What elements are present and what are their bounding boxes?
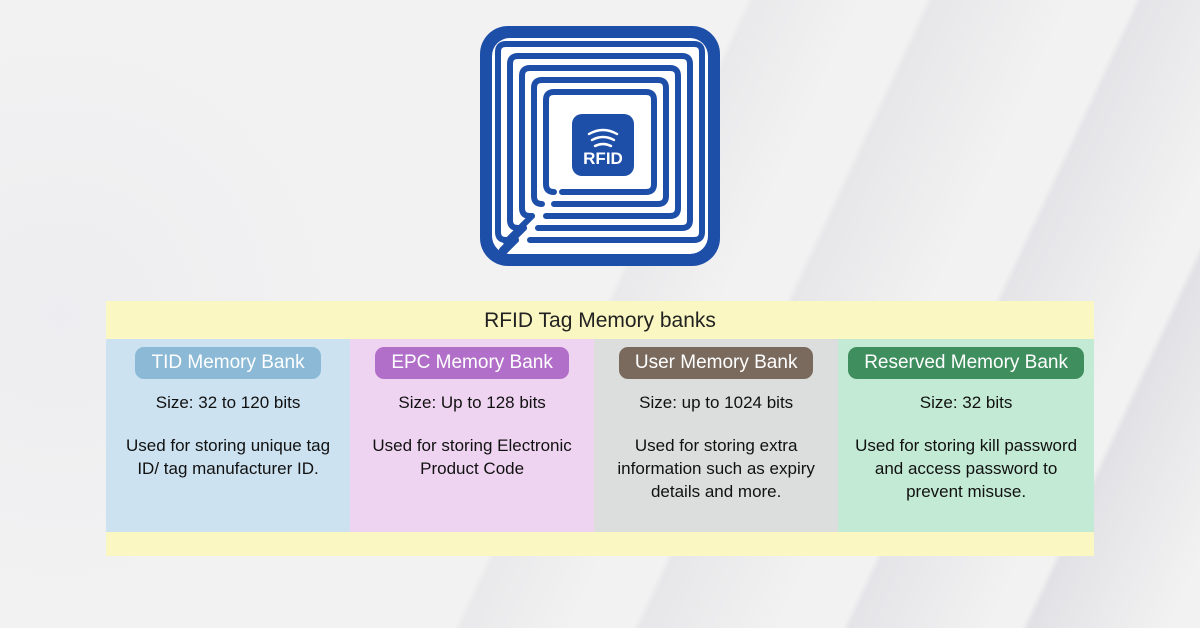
- size-reserved: Size: 32 bits: [848, 393, 1084, 413]
- size-epc: Size: Up to 128 bits: [360, 393, 584, 413]
- pill-tid: TID Memory Bank: [135, 347, 320, 379]
- rfid-tag-icon: RFID: [476, 22, 724, 275]
- table-title: RFID Tag Memory banks: [106, 301, 1094, 339]
- col-user: User Memory Bank Size: up to 1024 bits U…: [594, 339, 838, 532]
- desc-tid: Used for storing unique tag ID/ tag manu…: [116, 435, 340, 481]
- size-user: Size: up to 1024 bits: [604, 393, 828, 413]
- size-tid: Size: 32 to 120 bits: [116, 393, 340, 413]
- desc-user: Used for storing extra information such …: [604, 435, 828, 504]
- col-epc: EPC Memory Bank Size: Up to 128 bits Use…: [350, 339, 594, 532]
- pill-epc: EPC Memory Bank: [375, 347, 569, 379]
- col-tid: TID Memory Bank Size: 32 to 120 bits Use…: [106, 339, 350, 532]
- pill-user: User Memory Bank: [619, 347, 814, 379]
- desc-epc: Used for storing Electronic Product Code: [360, 435, 584, 481]
- desc-reserved: Used for storing kill password and acces…: [848, 435, 1084, 504]
- page: RFID RFID Tag Memory banks TID Memory Ba…: [0, 0, 1200, 628]
- table-footer: [106, 532, 1094, 556]
- rfid-chip-label: RFID: [583, 149, 623, 168]
- col-reserved: Reserved Memory Bank Size: 32 bits Used …: [838, 339, 1094, 532]
- pill-reserved: Reserved Memory Bank: [848, 347, 1084, 379]
- table-columns: TID Memory Bank Size: 32 to 120 bits Use…: [106, 339, 1094, 532]
- memory-banks-table: RFID Tag Memory banks TID Memory Bank Si…: [106, 301, 1094, 556]
